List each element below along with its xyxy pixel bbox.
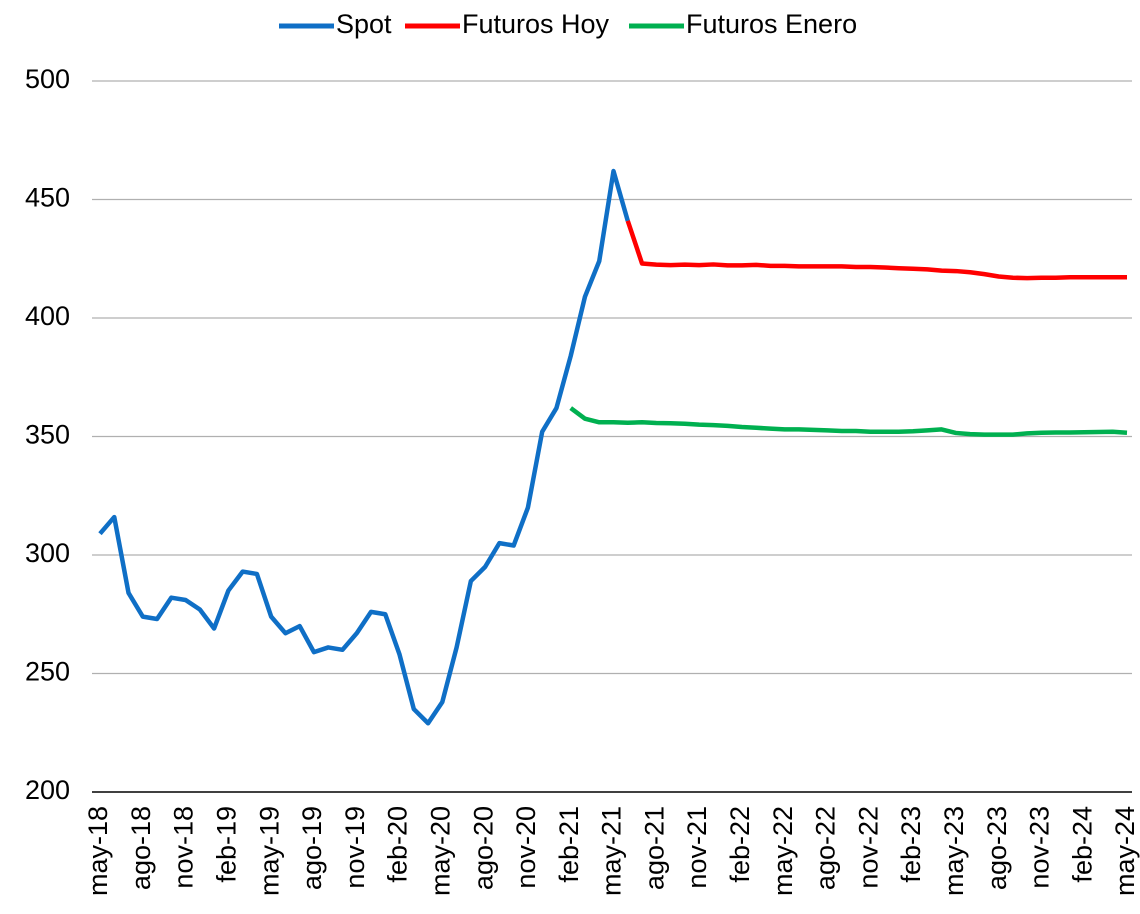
- y-tick-label: 350: [25, 420, 70, 450]
- x-tick-label: may-18: [83, 806, 113, 896]
- x-tick-label: nov-18: [169, 806, 199, 889]
- x-tick-label: feb-19: [212, 806, 242, 883]
- legend-label: Futuros Hoy: [462, 9, 610, 39]
- x-tick-label: nov-23: [1025, 806, 1055, 889]
- y-tick-label: 400: [25, 301, 70, 331]
- x-tick-label: nov-20: [511, 806, 541, 889]
- legend-label: Futuros Enero: [686, 9, 857, 39]
- y-tick-label: 300: [25, 538, 70, 568]
- series-line: [569, 406, 1128, 437]
- series-line: [625, 220, 1127, 281]
- series-line: [98, 168, 630, 726]
- x-tick-label: may-24: [1110, 806, 1140, 896]
- x-tick-label: ago-20: [468, 806, 498, 890]
- y-tick-label: 500: [25, 64, 70, 94]
- x-tick-label: ago-19: [297, 806, 327, 890]
- x-tick-label: ago-22: [811, 806, 841, 890]
- x-tick-label: may-19: [254, 806, 284, 896]
- x-tick-label: nov-21: [682, 806, 712, 889]
- x-tick-label: feb-20: [383, 806, 413, 883]
- x-tick-label: may-22: [768, 806, 798, 896]
- x-tick-label: ago-21: [639, 806, 669, 890]
- x-tick-label: feb-23: [896, 806, 926, 883]
- x-tick-label: may-21: [597, 806, 627, 896]
- legend-label: Spot: [336, 9, 392, 39]
- x-tick-label: ago-23: [982, 806, 1012, 890]
- x-tick-label: feb-24: [1067, 806, 1097, 883]
- x-tick-label: nov-22: [853, 806, 883, 889]
- y-tick-label: 250: [25, 657, 70, 687]
- x-tick-label: may-20: [425, 806, 455, 896]
- x-tick-label: ago-18: [126, 806, 156, 890]
- y-tick-label: 450: [25, 183, 70, 213]
- x-tick-label: nov-19: [340, 806, 370, 889]
- y-tick-label: 200: [25, 775, 70, 805]
- x-tick-label: feb-22: [725, 806, 755, 883]
- x-tick-label: feb-21: [554, 806, 584, 883]
- x-tick-label: may-23: [939, 806, 969, 896]
